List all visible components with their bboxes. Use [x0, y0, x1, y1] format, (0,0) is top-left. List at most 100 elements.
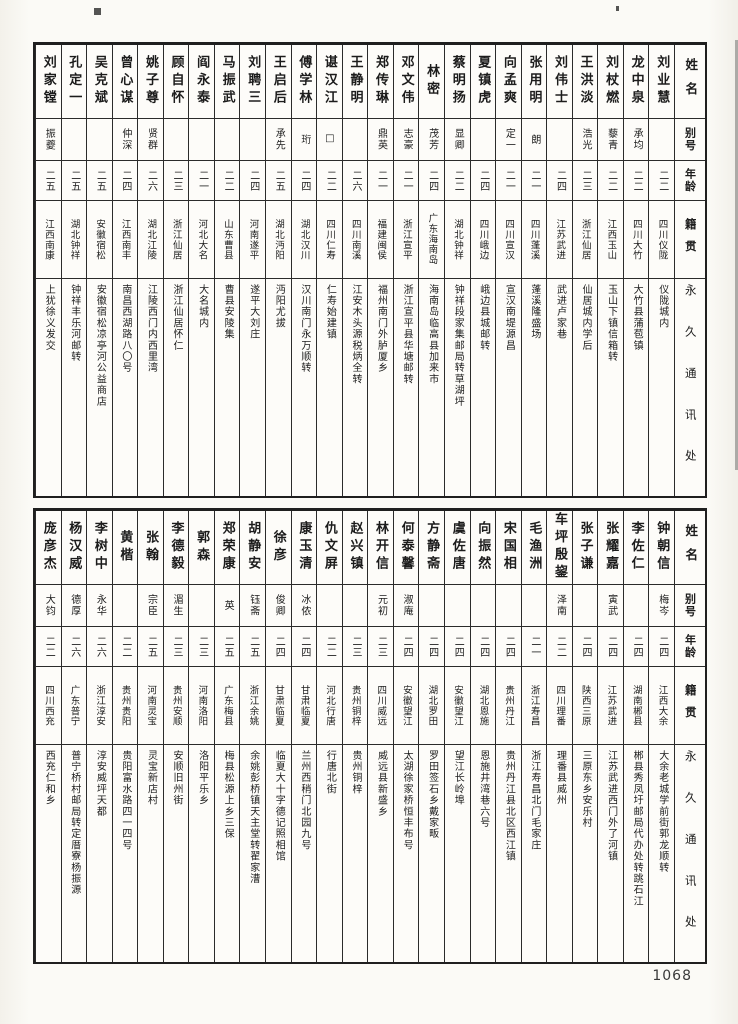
person-column: 张子谦 二四 陕西三原 三原东乡安乐村 — [571, 511, 598, 962]
person-alias — [240, 119, 265, 161]
person-age: 二四 — [419, 161, 444, 201]
person-alias: 泽南 — [547, 585, 572, 627]
person-alias: 定一 — [496, 119, 521, 161]
person-age: 二二 — [649, 161, 674, 201]
person-column: 黄楷 二二 贵州贵阳 贵阳富水路四一四号 — [111, 511, 138, 962]
person-column: 林密 茂芳 二四 广东海南岛 海南岛临高县加来市 — [418, 45, 444, 496]
person-address: 蓬溪隆盛场 — [528, 284, 540, 340]
person-alias — [419, 585, 444, 627]
person-name: 林开信 — [368, 511, 393, 585]
person-column: 王静明 二六 四川南溪 江安木头源税炳全转 — [341, 45, 368, 496]
person-column: 龙中泉 承均 二二 四川大竹 大竹县蒲苞镇 — [622, 45, 649, 496]
person-age: 二一 — [496, 161, 521, 201]
person-age: 二五 — [35, 161, 61, 201]
person-column: 邓文伟 志豪 二一 浙江宣平 浙江宣平县华塘邮转 — [392, 45, 419, 496]
person-name: 傅学林 — [291, 45, 317, 119]
person-column: 李佐仁 二四 湖南郴县 郴县秀凤圩邮局代办处转跳石江 — [622, 511, 649, 962]
person-name: 康玉清 — [291, 511, 317, 585]
person-alias — [163, 119, 189, 161]
person-age: 二四 — [291, 627, 317, 667]
person-native-place: 四川峨边 — [470, 201, 496, 279]
person-column: 刘杖燃 藜青 二二 江西玉山 玉山下镇信箱转 — [597, 45, 623, 496]
scan-artifact — [616, 6, 619, 11]
person-column: 刘聘三 二四 河南遂平 遂平大刘庄 — [239, 45, 265, 496]
person-alias: 振夔 — [35, 119, 61, 161]
person-age: 二三 — [368, 627, 393, 667]
person-native-place: 浙江寿昌 — [521, 667, 547, 745]
person-name: 顾自怀 — [163, 45, 189, 119]
person-native-place: 湖北罗田 — [419, 667, 444, 745]
person-columns-bottom: 钟朝信 梅岑 二四 江西大余 大余老城学前街郭龙顺转 李佐仁 二四 湖南郴县 郴县秀凤圩邮局代办… — [34, 511, 674, 962]
person-native-place: 广东普宁 — [61, 667, 87, 745]
person-alias: 梅岑 — [649, 585, 674, 627]
person-age: 二四 — [496, 627, 521, 667]
person-name: 张用明 — [521, 45, 547, 119]
person-address: 浙江仙居怀仁 — [171, 284, 183, 352]
person-alias: □ — [317, 119, 342, 161]
person-address: 浙江寿昌北门毛家庄 — [528, 750, 540, 851]
person-alias: 珩 — [291, 119, 317, 161]
person-name: 车坪殷鋆 — [547, 511, 572, 585]
person-name: 刘伟士 — [547, 45, 572, 119]
person-column: 毛渔洲 二一 浙江寿昌 浙江寿昌北门毛家庄 — [520, 511, 547, 962]
person-address: 安顺旧州街 — [171, 750, 183, 806]
person-name: 王启后 — [266, 45, 291, 119]
person-alias: 鼎英 — [368, 119, 393, 161]
person-column: 夏镇虎 二四 四川峨边 峨边县城邮转 — [469, 45, 496, 496]
scan-artifact — [94, 8, 101, 15]
person-column: 何泰馨 淑庵 二四 安徽望江 太湖徐家桥恒丰布号 — [392, 511, 419, 962]
person-column: 张耀嘉 寅武 二四 江苏武进 江苏武进西门外了河镇 — [597, 511, 623, 962]
person-address: 太湖徐家桥恒丰布号 — [401, 750, 413, 851]
person-native-place: 湖北钟祥 — [444, 201, 470, 279]
person-alias — [470, 585, 496, 627]
person-column: 虞佐唐 二四 安徽望江 望江长岭埠 — [443, 511, 470, 962]
person-address: 峨边县城邮转 — [477, 284, 489, 352]
person-address: 钟祥丰乐河邮转 — [68, 284, 80, 363]
person-alias — [521, 585, 547, 627]
person-address: 江苏武进西门外了河镇 — [605, 750, 617, 862]
person-address: 遂平大刘庄 — [247, 284, 259, 340]
header-name: 姓名 — [675, 511, 705, 585]
person-age: 二五 — [138, 627, 163, 667]
person-native-place: 广东海南岛 — [419, 201, 444, 279]
person-alias — [547, 119, 572, 161]
header-native: 籍贯 — [675, 667, 705, 745]
person-native-place: 湖北恩施 — [470, 667, 496, 745]
person-column: 向振然 二四 湖北恩施 恩施井湾巷六号 — [469, 511, 496, 962]
header-column: 姓名 别号 年龄 籍贯 永久通讯处 — [674, 511, 705, 962]
person-age: 二四 — [623, 627, 649, 667]
person-age: 二一 — [521, 161, 547, 201]
person-age: 二三 — [342, 627, 368, 667]
person-column: 蔡明扬 显卿 二二 湖北钟祥 钟祥段家集邮局转草湖坪 — [443, 45, 470, 496]
person-column: 康玉清 冰侬 二四 甘肃临夏 兰州西稍门北园九号 — [290, 511, 317, 962]
person-native-place: 浙江淳安 — [87, 667, 112, 745]
person-age: 二一 — [368, 161, 393, 201]
person-alias: 藜青 — [598, 119, 623, 161]
person-age: 二五 — [214, 627, 240, 667]
person-native-place: 江西玉山 — [598, 201, 623, 279]
person-column: 顾自怀 二三 浙江仙居 浙江仙居怀仁 — [162, 45, 189, 496]
person-name: 阎永泰 — [189, 45, 214, 119]
person-column: 杨汉威 德厚 二六 广东普宁 普宁桥村邮局转定厝寮杨振源 — [60, 511, 87, 962]
person-address: 钟祥段家集邮局转草湖坪 — [452, 284, 464, 408]
person-name: 刘杖燃 — [598, 45, 623, 119]
person-address: 西充仁和乡 — [43, 750, 55, 806]
person-age: 二二 — [35, 627, 61, 667]
person-name: 胡静安 — [240, 511, 265, 585]
person-alias: 宗臣 — [138, 585, 163, 627]
person-address: 罗田签石乡戴家畈 — [426, 750, 438, 840]
person-native-place: 甘肃临夏 — [291, 667, 317, 745]
person-column: 郑传琳 鼎英 二一 福建闽侯 福州南门外胪厦乡 — [367, 45, 393, 496]
person-native-place: 陕西三原 — [572, 667, 598, 745]
person-address: 大余老城学前街郭龙顺转 — [656, 750, 668, 874]
person-native-place: 江苏武进 — [547, 201, 572, 279]
person-column: 方静斋 二四 湖北罗田 罗田签石乡戴家畈 — [418, 511, 444, 962]
person-column: 宋国相 二四 贵州丹江 贵州丹江县北区西江镇 — [495, 511, 521, 962]
person-address: 普宁桥村邮局转定厝寮杨振源 — [68, 750, 80, 896]
person-native-place: 湖北江陵 — [138, 201, 163, 279]
person-name: 王洪淡 — [572, 45, 598, 119]
person-column: 张翰 宗臣 二五 河南灵宝 灵宝新店村 — [137, 511, 163, 962]
person-address: 仁寿始建镇 — [324, 284, 336, 340]
person-column: 庞彦杰 大钧 二二 四川西充 西充仁和乡 — [34, 511, 61, 962]
person-column: 徐彦 俊卿 二四 甘肃临夏 临夏大十字德记照相馆 — [265, 511, 291, 962]
